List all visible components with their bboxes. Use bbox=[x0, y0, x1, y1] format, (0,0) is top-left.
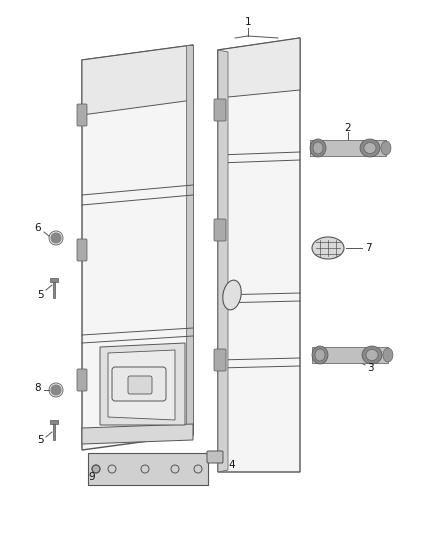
Ellipse shape bbox=[310, 139, 326, 157]
Ellipse shape bbox=[315, 349, 325, 361]
Ellipse shape bbox=[366, 350, 378, 360]
FancyBboxPatch shape bbox=[88, 453, 208, 485]
Polygon shape bbox=[50, 420, 58, 424]
Ellipse shape bbox=[223, 280, 241, 310]
FancyBboxPatch shape bbox=[77, 104, 87, 126]
Ellipse shape bbox=[364, 142, 376, 154]
Ellipse shape bbox=[312, 237, 344, 259]
Polygon shape bbox=[100, 343, 185, 425]
Text: 4: 4 bbox=[229, 460, 235, 470]
Text: 2: 2 bbox=[345, 123, 351, 133]
Polygon shape bbox=[50, 278, 58, 282]
Text: 7: 7 bbox=[365, 243, 371, 253]
Polygon shape bbox=[218, 38, 300, 98]
Polygon shape bbox=[82, 424, 193, 444]
Text: 8: 8 bbox=[35, 383, 41, 393]
FancyBboxPatch shape bbox=[112, 367, 166, 401]
Polygon shape bbox=[218, 38, 300, 472]
Text: 5: 5 bbox=[37, 290, 43, 300]
Ellipse shape bbox=[312, 346, 328, 364]
FancyBboxPatch shape bbox=[77, 369, 87, 391]
Polygon shape bbox=[82, 45, 193, 115]
Ellipse shape bbox=[360, 139, 380, 157]
FancyBboxPatch shape bbox=[128, 376, 152, 394]
Circle shape bbox=[51, 385, 61, 395]
Circle shape bbox=[51, 233, 61, 243]
Text: 5: 5 bbox=[37, 435, 43, 445]
Polygon shape bbox=[218, 50, 228, 472]
Polygon shape bbox=[82, 45, 193, 450]
Ellipse shape bbox=[381, 141, 391, 155]
Polygon shape bbox=[53, 282, 55, 298]
Polygon shape bbox=[53, 424, 55, 440]
Text: 6: 6 bbox=[35, 223, 41, 233]
Text: 1: 1 bbox=[245, 17, 251, 27]
Polygon shape bbox=[108, 350, 175, 420]
Text: 9: 9 bbox=[88, 472, 95, 482]
FancyBboxPatch shape bbox=[207, 451, 223, 463]
FancyBboxPatch shape bbox=[214, 219, 226, 241]
Polygon shape bbox=[310, 140, 386, 156]
FancyBboxPatch shape bbox=[214, 349, 226, 371]
Circle shape bbox=[92, 465, 100, 473]
Ellipse shape bbox=[362, 346, 382, 364]
Ellipse shape bbox=[313, 142, 323, 154]
Polygon shape bbox=[186, 45, 193, 435]
Polygon shape bbox=[312, 347, 388, 363]
Ellipse shape bbox=[383, 348, 393, 362]
FancyBboxPatch shape bbox=[77, 239, 87, 261]
FancyBboxPatch shape bbox=[214, 99, 226, 121]
Text: 3: 3 bbox=[367, 363, 373, 373]
